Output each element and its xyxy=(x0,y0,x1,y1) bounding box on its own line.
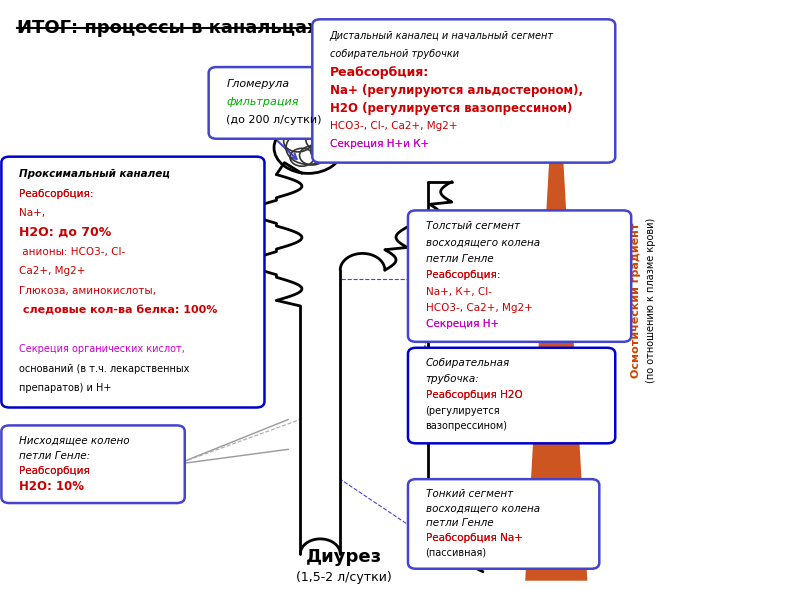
FancyBboxPatch shape xyxy=(408,479,599,569)
Text: Реабсорбция H2O: Реабсорбция H2O xyxy=(426,390,522,400)
Text: Na+, К+, Cl-: Na+, К+, Cl- xyxy=(426,287,491,296)
Text: Секреция H+: Секреция H+ xyxy=(426,319,498,329)
Text: Реабсорбция H2O: Реабсорбция H2O xyxy=(426,390,522,400)
Text: Диурез: Диурез xyxy=(306,548,382,566)
Text: Реабсорбция:: Реабсорбция: xyxy=(19,189,94,199)
Text: Глюкоза, аминокислоты,: Глюкоза, аминокислоты, xyxy=(19,286,156,296)
Text: Реабсорбция: Реабсорбция xyxy=(19,466,90,476)
Text: Na+: Na+ xyxy=(516,509,546,521)
FancyBboxPatch shape xyxy=(312,19,615,163)
FancyBboxPatch shape xyxy=(408,348,615,443)
Text: Реабсорбция:: Реабсорбция: xyxy=(19,189,94,199)
Text: Na+ (регулируются альдостероном),: Na+ (регулируются альдостероном), xyxy=(330,83,583,97)
Text: Секреция H+и К+: Секреция H+и К+ xyxy=(330,139,429,149)
Text: Ca2+, Mg2+: Ca2+, Mg2+ xyxy=(19,266,86,277)
Text: Реабсорбция:: Реабсорбция: xyxy=(330,65,429,79)
Text: H2O (регулируется вазопрессином): H2O (регулируется вазопрессином) xyxy=(330,101,572,115)
Text: Реабсорбция Na+: Реабсорбция Na+ xyxy=(426,533,522,543)
FancyBboxPatch shape xyxy=(209,67,368,139)
Text: (пассивная): (пассивная) xyxy=(426,548,486,557)
Polygon shape xyxy=(525,37,587,581)
Text: Na+,: Na+, xyxy=(19,208,45,218)
Text: петли Генле: петли Генле xyxy=(426,518,493,528)
Text: Cl-: Cl- xyxy=(531,269,550,283)
Text: Осмотический градиент: Осмотический градиент xyxy=(631,223,641,377)
Text: Секреция H+и К+: Секреция H+и К+ xyxy=(330,139,429,149)
Text: анионы: HCO3-, Cl-: анионы: HCO3-, Cl- xyxy=(19,247,125,257)
Text: ИТОГ: процессы в канальцах нефрона: ИТОГ: процессы в канальцах нефрона xyxy=(18,19,418,37)
Text: Проксимальный каналец: Проксимальный каналец xyxy=(19,169,170,179)
Text: Секреция H+: Секреция H+ xyxy=(426,319,498,329)
Text: (до 200 л/сутки): (до 200 л/сутки) xyxy=(226,115,322,125)
FancyBboxPatch shape xyxy=(408,211,631,342)
Text: Реабсорбция: Реабсорбция xyxy=(19,466,90,476)
Text: фильтрация: фильтрация xyxy=(226,97,298,107)
Text: H2O: 10%: H2O: 10% xyxy=(19,480,84,493)
Text: трубочка:: трубочка: xyxy=(426,374,479,384)
FancyBboxPatch shape xyxy=(2,157,265,407)
Text: Cl-: Cl- xyxy=(546,509,564,521)
Text: оснований (в т.ч. лекарственных: оснований (в т.ч. лекарственных xyxy=(19,364,190,374)
Text: Na+: Na+ xyxy=(526,234,555,247)
Text: HCO3-, Ca2+, Mg2+: HCO3-, Ca2+, Mg2+ xyxy=(426,303,532,313)
Text: вазопрессином): вазопрессином) xyxy=(426,421,507,431)
Text: Гломерула: Гломерула xyxy=(226,79,290,89)
Text: Тонкий сегмент: Тонкий сегмент xyxy=(426,489,513,499)
Text: (регулируется: (регулируется xyxy=(426,406,500,416)
Text: Нисходящее колено: Нисходящее колено xyxy=(19,436,130,446)
Text: (по отношению к плазме крови): (по отношению к плазме крови) xyxy=(646,217,656,383)
Text: следовые кол-ва белка: 100%: следовые кол-ва белка: 100% xyxy=(19,305,218,315)
Text: петли Генле:: петли Генле: xyxy=(19,451,90,461)
Text: Толстый сегмент: Толстый сегмент xyxy=(426,221,519,231)
Text: препаратов) и H+: препаратов) и H+ xyxy=(19,383,111,393)
Text: Мочевина: Мочевина xyxy=(516,556,596,570)
Text: (1,5-2 л/сутки): (1,5-2 л/сутки) xyxy=(296,571,392,584)
Text: Реабсорбция:: Реабсорбция: xyxy=(426,270,500,280)
Text: восходящего колена: восходящего колена xyxy=(426,238,540,248)
Text: восходящего колена: восходящего колена xyxy=(426,503,540,514)
Text: Реабсорбция Na+: Реабсорбция Na+ xyxy=(426,533,522,543)
Text: Дистальный каналец и начальный сегмент: Дистальный каналец и начальный сегмент xyxy=(330,31,554,41)
Text: H2O: до 70%: H2O: до 70% xyxy=(19,226,111,239)
FancyBboxPatch shape xyxy=(2,425,185,503)
Text: собирательной трубочки: собирательной трубочки xyxy=(330,49,459,59)
Text: Реабсорбция:: Реабсорбция: xyxy=(426,270,500,280)
Text: Собирательная: Собирательная xyxy=(426,358,510,368)
Text: Секреция органических кислот,: Секреция органических кислот, xyxy=(19,344,185,354)
Text: HCO3-, Cl-, Ca2+, Mg2+: HCO3-, Cl-, Ca2+, Mg2+ xyxy=(330,121,458,131)
Text: петли Генле: петли Генле xyxy=(426,254,493,264)
